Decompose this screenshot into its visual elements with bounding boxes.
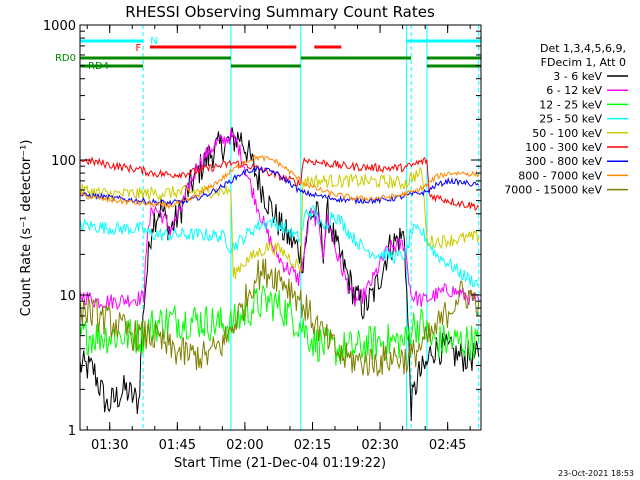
y-tick-label-2: 100	[51, 154, 76, 169]
legend-header-line-2: FDecim 1, Att 0	[541, 56, 626, 69]
legend-label-6: 300 - 800 keV	[525, 155, 602, 168]
x-axis: 01:30 01:45 02:00 02:15 02:30 02:45	[86, 25, 471, 453]
legend-label-3: 25 - 50 keV	[539, 113, 602, 126]
y-axis-label: Count Rate (s⁻¹ detector⁻¹)	[19, 140, 34, 317]
flag-label-f: F	[136, 43, 142, 54]
plot-area: NF RD0 RD4	[55, 25, 481, 430]
x-tick-label-1: 01:45	[159, 438, 196, 453]
legend-header-line-1: Det 1,3,4,5,6,9,	[540, 42, 626, 55]
legend: Det 1,3,4,5,6,9, FDecim 1, Att 0 3 - 6 k…	[504, 42, 628, 197]
chart-title: RHESSI Observing Summary Count Rates	[125, 3, 435, 21]
y-axis: 1 10 100 1000	[43, 19, 481, 439]
series-line-0	[79, 127, 480, 422]
legend-label-4: 50 - 100 keV	[532, 127, 602, 140]
flag-label-n: N	[150, 36, 157, 47]
flag-label-rd0: RD0	[55, 53, 76, 64]
x-tick-label-0: 01:30	[91, 438, 128, 453]
y-tick-label-3: 1000	[43, 19, 76, 34]
x-tick-label-4: 02:30	[361, 438, 398, 453]
series-line-8	[79, 258, 480, 377]
series-line-5	[79, 156, 480, 211]
legend-label-5: 100 - 300 keV	[525, 141, 602, 154]
legend-label-7: 800 - 7000 keV	[518, 169, 602, 182]
series-line-7	[79, 154, 480, 210]
y-tick-label-0: 1	[68, 424, 76, 439]
y-tick-label-1: 10	[59, 289, 76, 304]
x-tick-label-5: 02:45	[429, 438, 466, 453]
generation-timestamp: 23-Oct-2021 18:53	[558, 469, 634, 478]
flag-label-rd4: RD4	[88, 61, 109, 72]
x-tick-label-2: 02:00	[226, 438, 263, 453]
legend-label-2: 12 - 25 keV	[539, 98, 602, 111]
plot-frame	[79, 24, 482, 431]
legend-label-1: 6 - 12 keV	[546, 84, 602, 97]
legend-label-0: 3 - 6 keV	[553, 70, 602, 83]
series-line-3	[79, 204, 480, 288]
series-line-4	[79, 166, 480, 280]
x-axis-label: Start Time (21-Dec-04 01:19:22)	[174, 456, 386, 471]
series-line-6	[79, 165, 480, 207]
x-tick-label-3: 02:15	[294, 438, 331, 453]
legend-label-8: 7000 - 15000 keV	[504, 184, 602, 197]
